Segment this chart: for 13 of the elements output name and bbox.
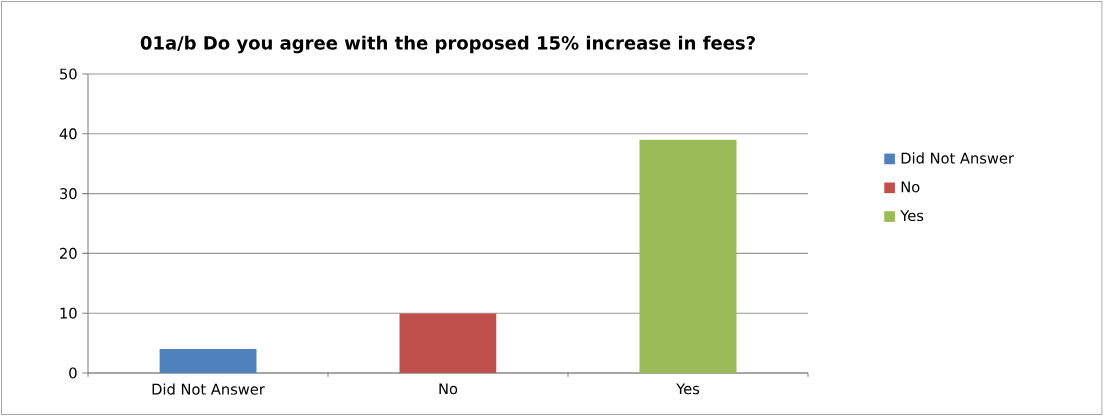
y-tick-label: 40: [59, 128, 77, 140]
y-tick-label: 20: [60, 247, 77, 259]
x-tick-label: Did Not Answer: [152, 383, 265, 395]
y-tick-label: 10: [60, 307, 77, 319]
x-tick-label: No: [439, 383, 458, 395]
legend-label: Did Not Answer: [901, 152, 1014, 164]
legend-label: No: [901, 181, 920, 193]
y-tick-label: 0: [69, 367, 77, 379]
legend-label: Yes: [900, 210, 924, 222]
chart-title: 01a/b Do you agree with the proposed 15% increase in fees?: [140, 35, 755, 54]
x-tick-label: Yes: [676, 383, 700, 395]
y-tick-label: 50: [60, 68, 77, 80]
y-tick-label: 30: [60, 188, 77, 200]
